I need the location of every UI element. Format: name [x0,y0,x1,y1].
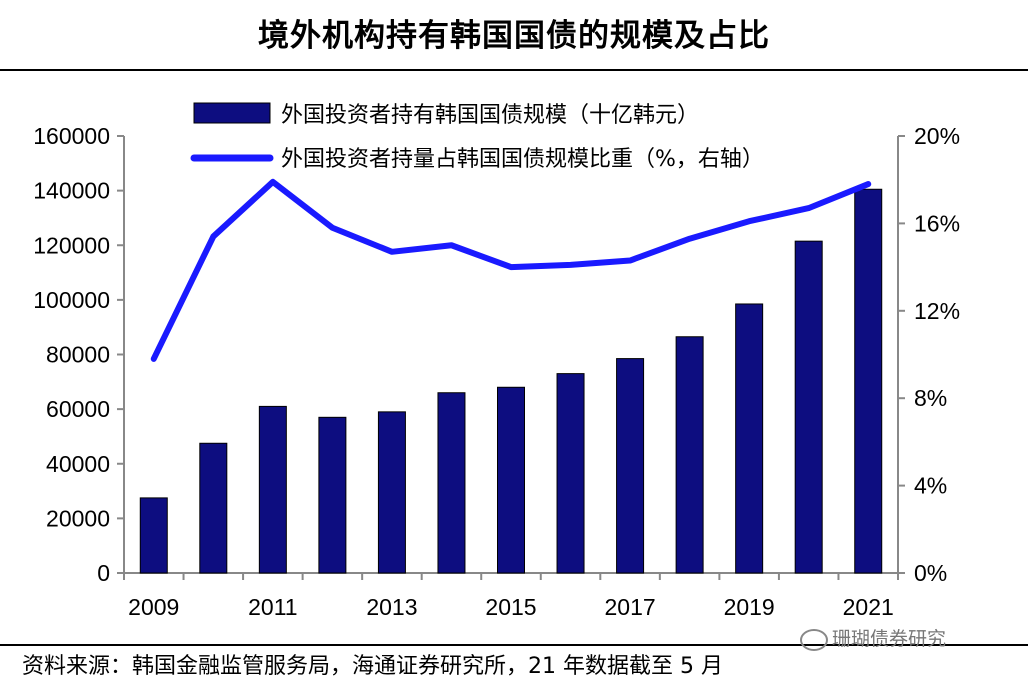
x-tick-label: 2019 [724,594,775,620]
y-right-tick-label: 8% [914,385,947,411]
chart-title: 境外机构持有韩国国债的规模及占比 [258,18,770,54]
x-tick-label: 2015 [485,594,536,620]
bar [556,373,585,574]
source-note: 资料来源：韩国金融监管服务局，海通证券研究所，21 年数据截至 5 月 [22,654,723,679]
x-tick-label: 2011 [248,594,297,620]
x-tick-label: 2009 [128,594,179,620]
bar-series [139,188,883,574]
y-left-tick-label: 40000 [46,451,110,477]
legend-bar-label: 外国投资者持有韩国国债规模（十亿韩元） [281,103,699,128]
bar [794,240,823,574]
bar [199,442,228,574]
y-right-tick-label: 0% [914,560,947,586]
y-left-tick-label: 160000 [33,123,110,149]
x-tick-label: 2017 [604,594,655,620]
title-divider [0,69,1028,71]
y-right-tick-label: 4% [914,473,947,499]
footer-divider [0,644,1028,646]
bar [675,336,704,574]
y-left-tick-label: 20000 [46,505,110,531]
bar [377,411,406,574]
y-left-tick-label: 100000 [33,287,110,313]
y-right-tick-label: 12% [914,298,960,324]
chart-area: 0 20000 40000 60000 80000 100000 120000 140000 1… [33,102,960,620]
wechat-icon [800,628,828,651]
bar [318,416,347,574]
x-tick-label: 2013 [366,594,417,620]
line-series [150,178,872,362]
bar [735,303,764,574]
legend: 外国投资者持有韩国国债规模（十亿韩元） 外国投资者持量占韩国国债规模比重（%，右… [190,102,764,172]
bar [616,358,645,574]
bar [497,386,525,574]
legend-bar-swatch [193,102,271,124]
legend-line-label: 外国投资者持量占韩国国债规模比重（%，右轴） [281,147,764,172]
y-left-tick-label: 80000 [46,342,110,368]
watermark: 珊瑚债券研究 [800,624,946,651]
y-left-tick-label: 60000 [46,396,110,422]
y-left-tick-label: 140000 [33,178,110,204]
bar [139,497,168,574]
bar [258,405,287,574]
y-right-tick-label: 16% [914,210,960,236]
x-tick-label: 2021 [843,594,894,620]
y-left-tick-label: 120000 [33,232,110,258]
watermark-text: 珊瑚债券研究 [832,628,947,650]
y-left-tick-label: 0 [97,560,110,586]
bar [437,392,466,574]
bar [854,188,883,574]
y-right-tick-label: 20% [914,123,960,149]
chart-axes: 0 20000 40000 60000 80000 100000 120000 140000 1… [33,123,960,620]
